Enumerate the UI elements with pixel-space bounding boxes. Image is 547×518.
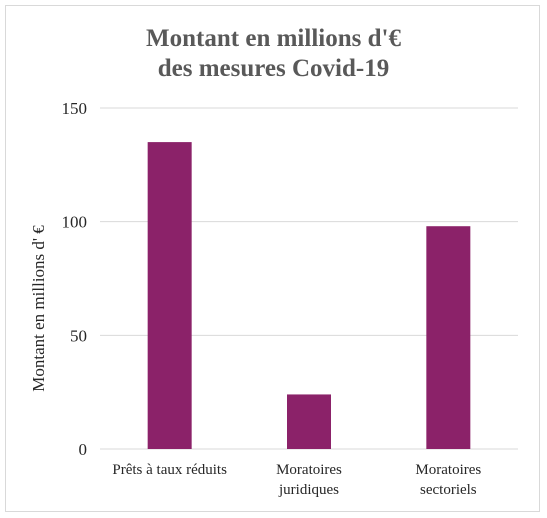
bar: [426, 226, 471, 449]
y-tick-label: 0: [79, 440, 88, 459]
x-category-label-line: Moratoires: [276, 462, 342, 478]
x-category-label-line: juridiques: [278, 482, 339, 498]
chart-title-line-1: Montant en millions d'€: [146, 25, 401, 52]
y-axis-ticks: 0 50 100 150: [62, 99, 88, 459]
x-category-label-line: sectoriels: [420, 482, 477, 498]
y-tick-label: 100: [62, 213, 88, 232]
y-tick-label: 50: [70, 326, 87, 345]
bar: [287, 394, 331, 449]
x-category-label-line: Moratoires: [415, 462, 481, 478]
x-category-label: Prêts à taux réduits: [112, 462, 227, 478]
bars: [147, 142, 471, 449]
x-axis-categories: Prêts à taux réduits Moratoires juridiques…: [112, 462, 481, 498]
x-category-label-line: Prêts à taux réduits: [112, 462, 227, 478]
chart-title-line-2: des mesures Covid-19: [157, 55, 390, 82]
y-tick-label: 150: [62, 99, 88, 118]
bar: [147, 142, 192, 449]
x-category-label: Moratoires juridiques: [276, 462, 342, 498]
y-axis-label: Montant en millions d' €: [29, 225, 48, 392]
x-category-label: Moratoires sectoriels: [415, 462, 481, 498]
